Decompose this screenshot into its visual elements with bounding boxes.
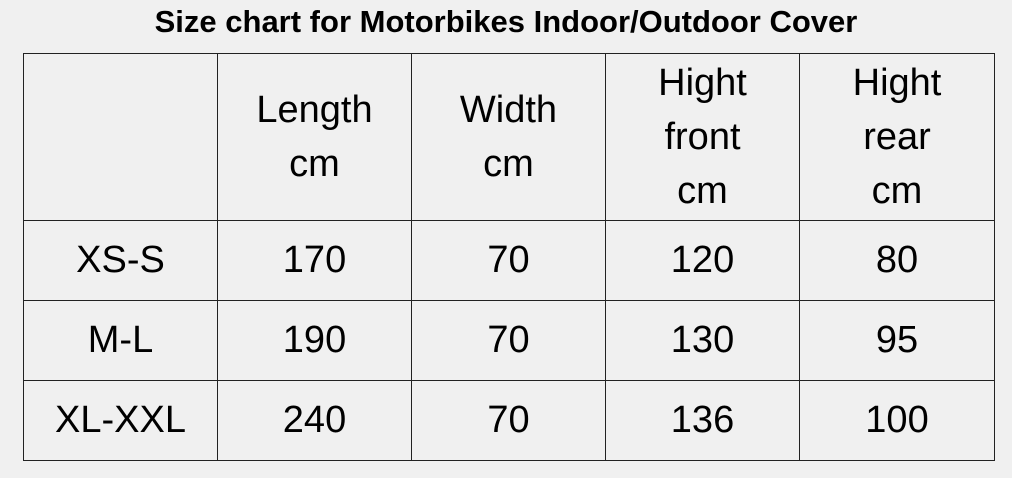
header-cell: Width cm: [411, 53, 606, 221]
value-cell: 120: [605, 220, 800, 301]
value-cell: 70: [411, 380, 606, 461]
value-cell: 95: [799, 300, 995, 381]
value-cell: 170: [217, 220, 412, 301]
value-cell: 70: [411, 220, 606, 301]
size-row: XL-XXL 240 70 136 100: [23, 380, 995, 461]
value-cell: 100: [799, 380, 995, 461]
size-table: Length cm Width cm Hight front cm Hight rea…: [23, 53, 995, 461]
value-cell: 190: [217, 300, 412, 381]
header-row: Length cm Width cm Hight front cm Hight rea…: [23, 53, 995, 221]
value-cell: 136: [605, 380, 800, 461]
size-cell: XL-XXL: [23, 380, 218, 461]
value-cell: 70: [411, 300, 606, 381]
header-cell: Hight front cm: [605, 53, 800, 221]
size-row: M-L 190 70 130 95: [23, 300, 995, 381]
header-cell: Length cm: [217, 53, 412, 221]
corner-cell: [23, 53, 218, 221]
header-cell: Hight rear cm: [799, 53, 995, 221]
value-cell: 130: [605, 300, 800, 381]
value-cell: 80: [799, 220, 995, 301]
size-cell: XS-S: [23, 220, 218, 301]
value-cell: 240: [217, 380, 412, 461]
size-cell: M-L: [23, 300, 218, 381]
size-row: XS-S 170 70 120 80: [23, 220, 995, 301]
title: Size chart for Motorbikes Indoor/Outdoor…: [154, 4, 858, 39]
table-body: Length cm Width cm Hight front cm Hight rea…: [23, 53, 995, 461]
